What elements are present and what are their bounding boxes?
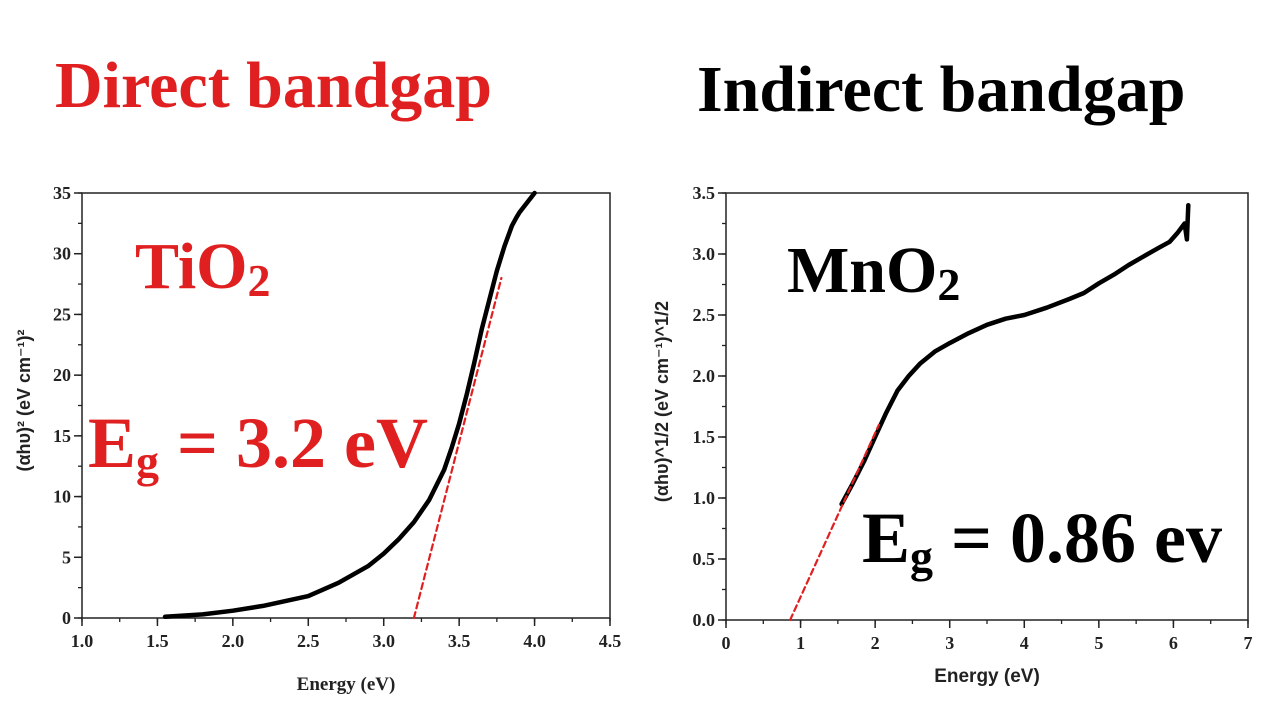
y-axis-label: (αhυ)² (eV cm⁻¹)² — [14, 329, 34, 471]
absorption-curve — [162, 190, 537, 620]
x-tick-label: 7 — [1244, 633, 1253, 653]
x-axis-label: Energy (eV) — [297, 674, 396, 695]
y-tick-label: 2.0 — [693, 366, 716, 386]
material-label-tio2: TiO2 — [135, 230, 271, 306]
y-tick-label: 3.5 — [693, 183, 716, 203]
y-tick-label: 0 — [62, 608, 71, 628]
y-tick-label: 25 — [53, 304, 71, 324]
title-indirect-bandgap: Indirect bandgap — [697, 53, 1185, 126]
y-tick-label: 35 — [53, 183, 71, 203]
x-tick-label: 1.0 — [71, 631, 94, 651]
y-tick-label: 0.5 — [693, 549, 716, 569]
y-tick-label: 0.0 — [693, 610, 716, 630]
chart-tio2: 1.0 1.5 2.0 2.5 3.0 3.5 4.0 4.5 0 5 10 15 20 25 30 35 En… — [14, 183, 621, 695]
x-tick-label: 2.0 — [222, 631, 245, 651]
x-tick-label: 3.5 — [448, 631, 471, 651]
x-tick-label: 1.5 — [146, 631, 169, 651]
y-tick-label: 10 — [53, 487, 71, 507]
y-tick-label: 2.5 — [693, 305, 716, 325]
x-tick-label: 5 — [1094, 633, 1103, 653]
y-tick-label: 15 — [53, 426, 71, 446]
x-tick-label: 2 — [871, 633, 880, 653]
x-tick-label: 4.5 — [599, 631, 622, 651]
x-tick-label: 1 — [796, 633, 805, 653]
x-tick-label: 2.5 — [297, 631, 320, 651]
x-tick-label: 4.0 — [523, 631, 546, 651]
y-axis-label: (αhυ)^1/2 (eV cm⁻¹)^1/2 — [652, 301, 672, 502]
y-tick-label: 30 — [53, 244, 71, 264]
y-tick-label: 3.0 — [693, 244, 716, 264]
material-label-mno2: MnO2 — [787, 234, 960, 310]
tangent-extrapolation-line — [788, 423, 881, 622]
chart-mno2: 0 1 2 3 4 5 6 7 0.0 0.5 1.0 1.5 2.0 2.5 3.0 3.5 Energy (… — [652, 183, 1253, 687]
y-tick-label: 1.0 — [693, 488, 716, 508]
title-direct-bandgap: Direct bandgap — [55, 49, 492, 122]
x-tick-label: 4 — [1020, 633, 1029, 653]
x-tick-label: 0 — [722, 633, 731, 653]
bandgap-label-mno2: Eg = 0.86 ev — [862, 498, 1222, 582]
tangent-extrapolation-line — [412, 276, 503, 620]
x-tick-label: 3 — [945, 633, 954, 653]
absorption-curve — [839, 202, 1191, 507]
y-tick-label: 20 — [53, 365, 71, 385]
y-tick-label: 1.5 — [693, 427, 716, 447]
y-tick-label: 5 — [62, 547, 71, 567]
bandgap-label-tio2: Eg = 3.2 eV — [88, 403, 428, 487]
x-tick-label: 3.0 — [372, 631, 395, 651]
x-tick-label: 6 — [1169, 633, 1178, 653]
x-axis-label: Energy (eV) — [934, 666, 1040, 687]
